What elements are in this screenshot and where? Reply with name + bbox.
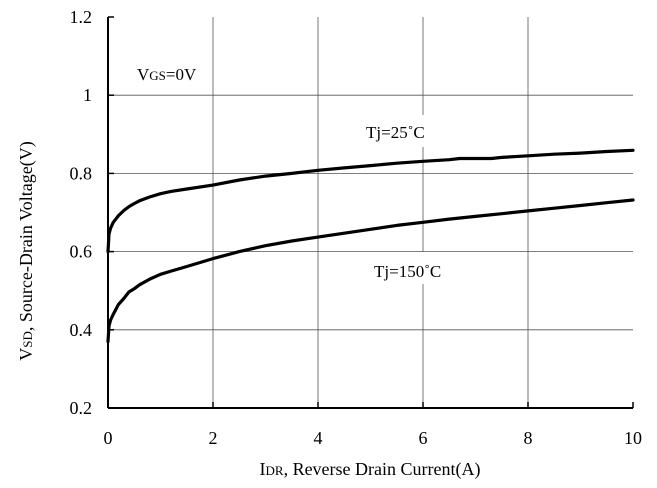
x-axis-rest: , Reverse Drain Current(A) [284, 459, 481, 480]
y-tick-label: 0.8 [70, 163, 93, 183]
curves [106, 148, 635, 344]
axes [107, 16, 634, 409]
vgs-prefix: V [137, 65, 150, 84]
x-tick-label: 2 [209, 428, 218, 448]
x-tick-label: 4 [314, 428, 323, 448]
tj150-label-bg [370, 252, 470, 284]
x-axis-subscript: DR [266, 463, 284, 478]
curve-tj150 [106, 198, 635, 344]
x-tick-label: 0 [104, 428, 113, 448]
y-tick-label: 0.6 [70, 242, 93, 262]
y-tick-label: 0.4 [70, 320, 93, 340]
y-tick-label: 1.2 [70, 7, 93, 27]
grid [108, 17, 633, 408]
y-axis-subscript: SD [20, 331, 35, 348]
y-axis-prefix: V [16, 348, 36, 361]
tj25-annotation: Tj=25˚C [366, 123, 425, 142]
vgs-rest: =0V [166, 65, 197, 84]
vgs-annotation: VGS=0V [137, 65, 197, 84]
x-tick-label: 10 [624, 428, 642, 448]
vgs-subscript: GS [149, 68, 166, 83]
tick-labels: 0 2 4 6 8 10 0.2 0.4 0.6 0.8 1 1.2 [70, 7, 643, 448]
x-axis-title: IDR, Reverse Drain Current(A) [260, 459, 481, 480]
y-tick-label: 0.2 [70, 398, 93, 418]
curve-tj25 [106, 148, 635, 254]
y-axis-rest: , Source-Drain Voltage(V) [16, 141, 37, 331]
y-tick-label: 1 [83, 85, 92, 105]
y-axis-title: VSD, Source-Drain Voltage(V) [16, 141, 37, 360]
x-tick-label: 8 [524, 428, 533, 448]
x-tick-label: 6 [419, 428, 428, 448]
tj150-annotation: Tj=150˚C [374, 262, 441, 281]
x-axis-prefix: I [260, 459, 266, 479]
tj25-label-bg [362, 115, 448, 147]
